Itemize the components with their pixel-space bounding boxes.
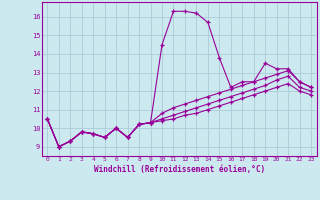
X-axis label: Windchill (Refroidissement éolien,°C): Windchill (Refroidissement éolien,°C) [94,165,265,174]
